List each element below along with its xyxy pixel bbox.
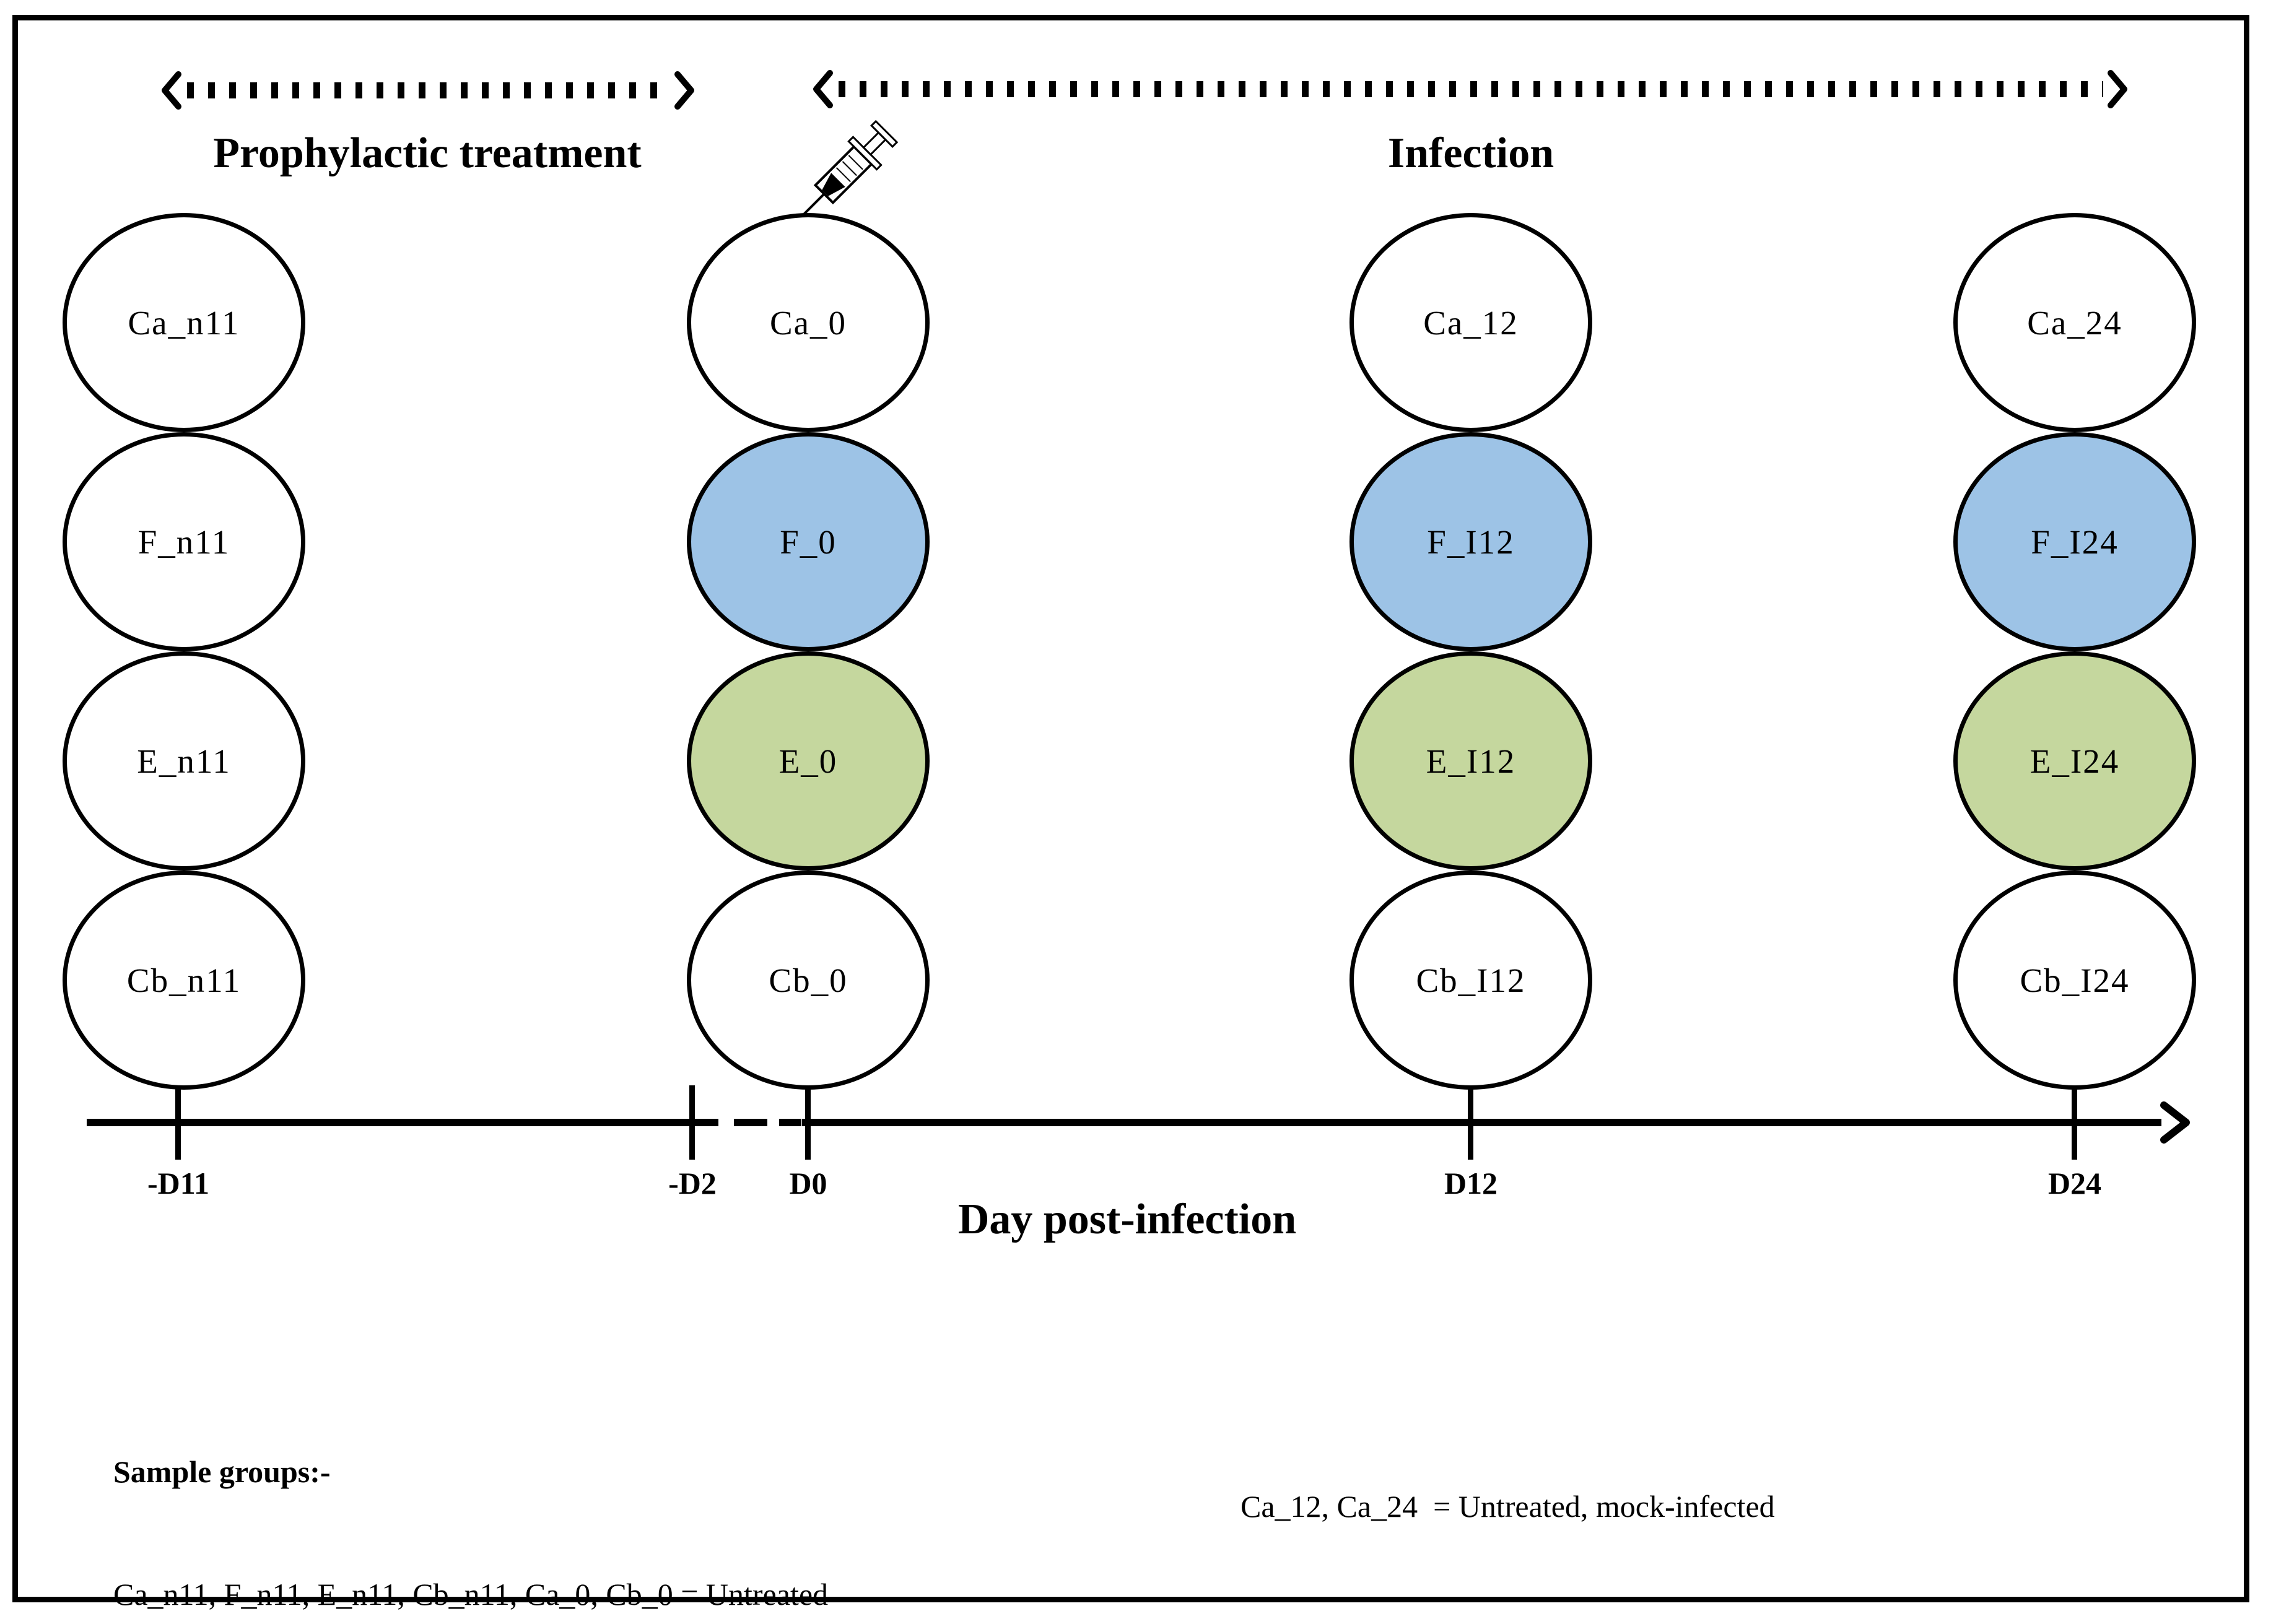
timeline-axis	[802, 1119, 2161, 1126]
axis-tick-d-2	[689, 1085, 695, 1160]
legend-line: Ca_n11, F_n11, E_n11, Cb_n11, Ca_0, Cb_0…	[113, 1577, 829, 1612]
sample-circle-ca-n11: Ca_n11	[63, 213, 305, 432]
tick-label-d-2: -D2	[668, 1166, 717, 1201]
legend-heading: Sample groups:-	[113, 1454, 331, 1489]
sample-circle-cb-0: Cb_0	[687, 871, 930, 1090]
timeline-axis	[87, 1119, 718, 1126]
chevron-right-icon	[674, 71, 694, 110]
chevron-left-icon	[162, 71, 181, 110]
sample-circle-ca-12: Ca_12	[1349, 213, 1592, 432]
legend-right: Ca_12, Ca_24 = Untreated, mock-infected …	[1240, 1397, 1870, 1624]
axis-tick-d12	[1468, 1085, 1473, 1160]
sample-circle-e-i12: E_I12	[1349, 651, 1592, 871]
prophylactic-dotted-line	[187, 82, 670, 98]
timeline-axis-break-dash	[779, 1119, 801, 1126]
chevron-right-icon	[2108, 70, 2127, 108]
sample-circle-f-n11: F_n11	[63, 432, 305, 651]
timeline-axis-break-dash	[734, 1119, 767, 1126]
sample-circle-cb-i12: Cb_I12	[1349, 871, 1592, 1090]
tick-label-d-11: -D11	[147, 1166, 209, 1201]
legend-line: Ca_12, Ca_24 = Untreated, mock-infected	[1240, 1489, 1775, 1524]
legend-line: F_I12, F_I24 = Post florfenicol-treated,…	[1240, 1617, 1870, 1624]
sample-circle-f-i24: F_I24	[1953, 432, 2196, 651]
sample-circle-f-0: F_0	[687, 432, 930, 651]
sample-circle-e-i24: E_I24	[1953, 651, 2196, 871]
legend-left: Sample groups:- Ca_n11, F_n11, E_n11, Cb…	[113, 1370, 828, 1624]
sample-circle-f-i12: F_I12	[1349, 432, 1592, 651]
axis-title: Day post-infection	[957, 1196, 1297, 1243]
syringe-icon	[798, 119, 899, 220]
sample-circle-e-n11: E_n11	[63, 651, 305, 871]
tick-label-d24: D24	[2047, 1166, 2102, 1201]
infection-phase-label: Infection	[1387, 129, 1554, 177]
prophylactic-phase-label: Prophylactic treatment	[213, 129, 642, 177]
sample-circle-ca-0: Ca_0	[687, 213, 930, 432]
axis-tick-d24	[2072, 1085, 2077, 1160]
right-arrowhead-icon	[2160, 1101, 2190, 1144]
infection-dotted-line	[839, 81, 2103, 97]
chevron-left-icon	[813, 70, 833, 108]
sample-circle-ca-24: Ca_24	[1953, 213, 2196, 432]
sample-circle-e-0: E_0	[687, 651, 930, 871]
tick-label-d0: D0	[789, 1166, 827, 1201]
axis-tick-d0	[805, 1085, 811, 1160]
sample-circle-cb-i24: Cb_I24	[1953, 871, 2196, 1090]
sample-circle-cb-n11: Cb_n11	[63, 871, 305, 1090]
tick-label-d12: D12	[1444, 1166, 1498, 1201]
axis-tick-d-11	[175, 1085, 181, 1160]
figure-border	[12, 15, 2249, 1602]
